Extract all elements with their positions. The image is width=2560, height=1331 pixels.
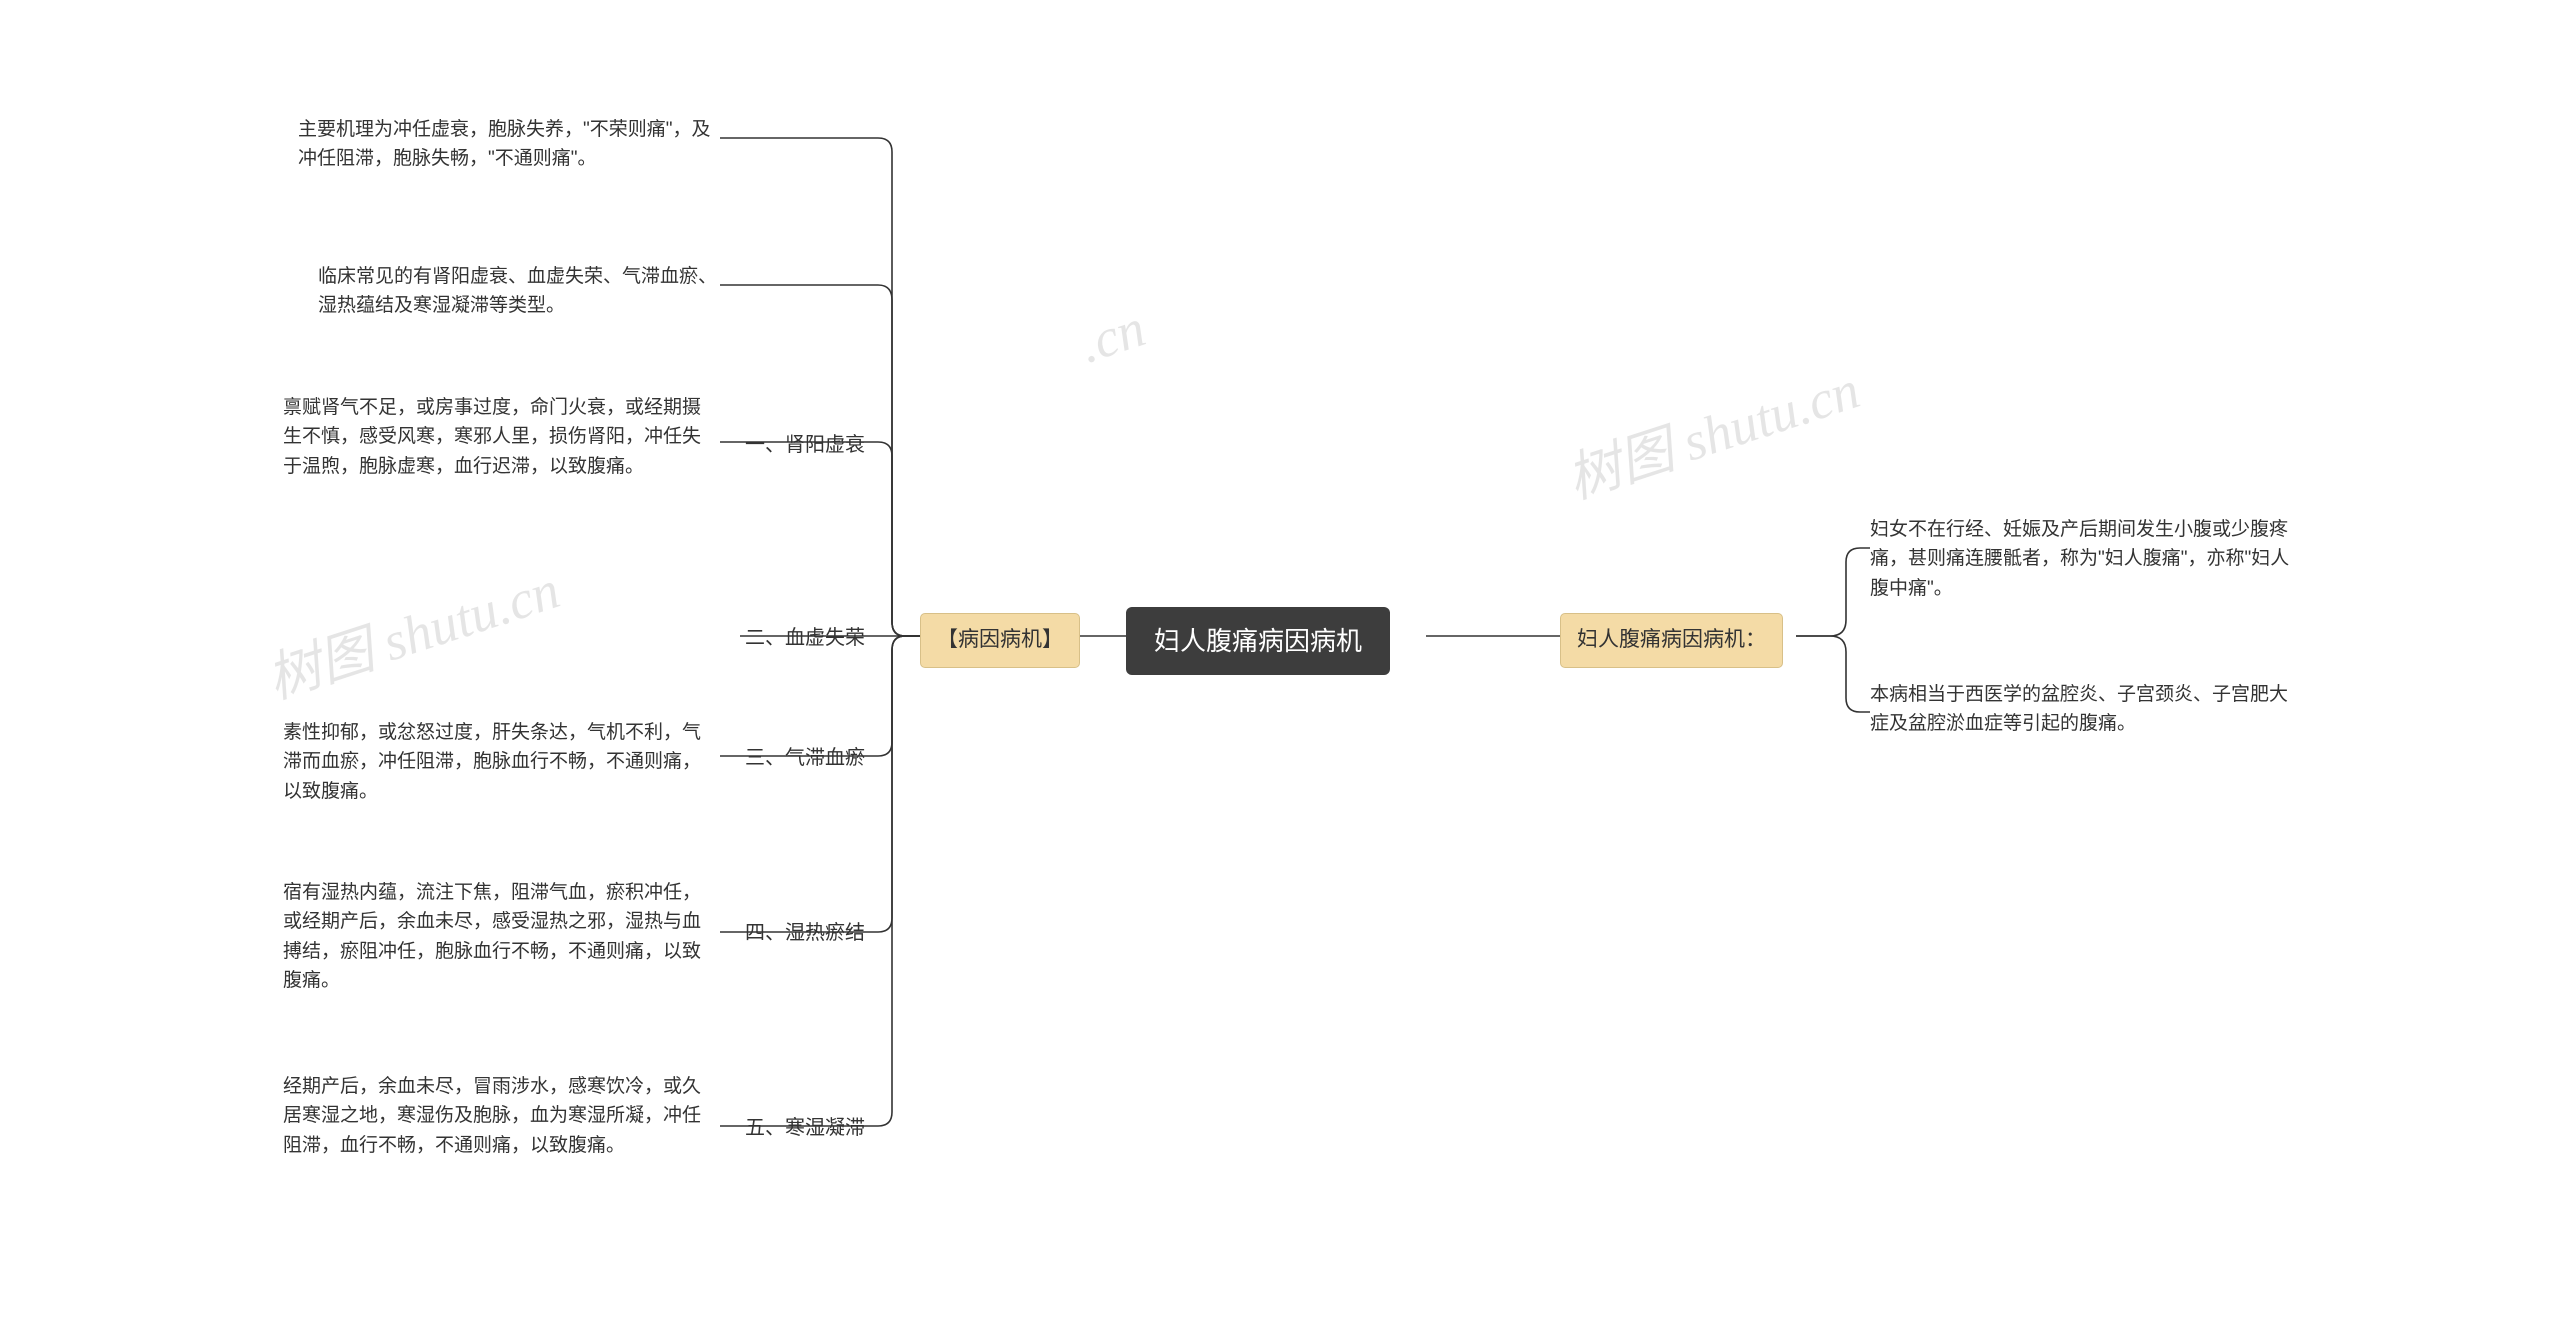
level2-left-4: 三、气滞血瘀: [745, 743, 865, 774]
leaf-left-0: 主要机理为冲任虚衰，胞脉失养，"不荣则痛"，及冲任阻滞，胞脉失畅，"不通则痛"。: [298, 115, 718, 174]
branch-right-label: 妇人腹痛病因病机：: [1560, 613, 1783, 668]
leaf-left-6: 经期产后，余血未尽，冒雨涉水，感寒饮冷，或久居寒湿之地，寒湿伤及胞脉，血为寒湿所…: [283, 1072, 713, 1160]
level2-left-5: 四、湿热瘀结: [745, 918, 865, 949]
leaf-left-4: 素性抑郁，或忿怒过度，肝失条达，气机不利，气滞而血瘀，冲任阻滞，胞脉血行不畅，不…: [283, 718, 713, 806]
leaf-left-5: 宿有湿热内蕴，流注下焦，阻滞气血，瘀积冲任，或经期产后，余血未尽，感受湿热之邪，…: [283, 878, 713, 996]
watermark: 树图 shutu.cn: [255, 545, 568, 714]
level2-left-2: 一、肾阳虚衰: [745, 430, 865, 461]
leaf-right-0: 妇女不在行经、妊娠及产后期间发生小腹或少腹疼痛，甚则痛连腰骶者，称为"妇人腹痛"…: [1870, 515, 2290, 603]
watermark: .cn: [1072, 297, 1152, 376]
level2-left-3: 二、血虚失荣: [745, 623, 865, 654]
mindmap-root: 妇人腹痛病因病机: [1126, 607, 1390, 675]
watermark: 树图 shutu.cn: [1555, 345, 1868, 514]
level2-left-6: 五、寒湿凝滞: [745, 1113, 865, 1144]
branch-left-label: 【病因病机】: [920, 613, 1080, 668]
leaf-left-2: 禀赋肾气不足，或房事过度，命门火衰，或经期摄生不慎，感受风寒，寒邪人里，损伤肾阳…: [283, 393, 713, 481]
leaf-right-1: 本病相当于西医学的盆腔炎、子宫颈炎、子宫肥大症及盆腔淤血症等引起的腹痛。: [1870, 680, 2290, 739]
leaf-left-1: 临床常见的有肾阳虚衰、血虚失荣、气滞血瘀、湿热蕴结及寒湿凝滞等类型。: [318, 262, 718, 321]
